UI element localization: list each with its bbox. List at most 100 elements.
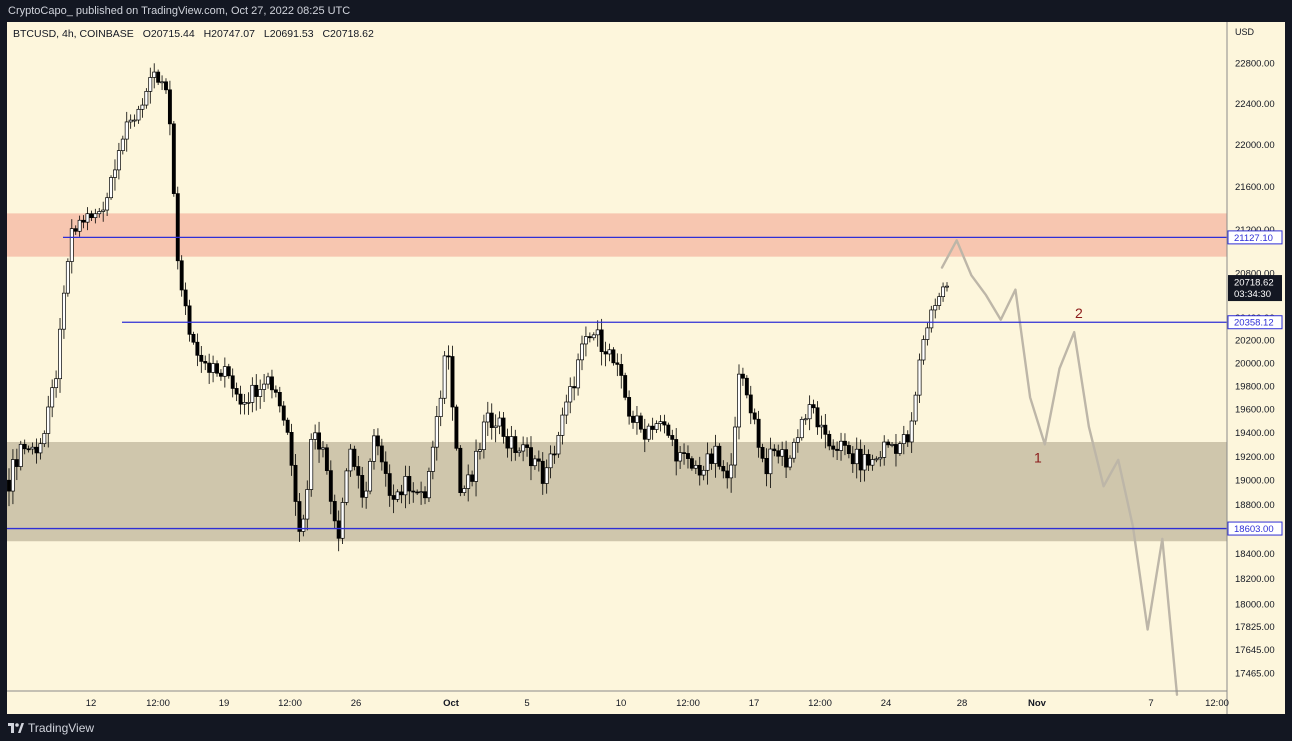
candle-body	[882, 441, 887, 458]
candle-body	[870, 459, 875, 466]
candle-body	[835, 448, 840, 451]
candle-body	[658, 421, 663, 424]
candle-body	[289, 432, 294, 466]
candle-body	[890, 444, 895, 446]
candle-body	[897, 443, 902, 454]
candle-body	[780, 449, 785, 457]
x-tick-label: 12:00	[278, 698, 302, 709]
candle-body	[415, 491, 420, 494]
candle-body	[748, 394, 753, 414]
support-zone	[7, 442, 1227, 542]
candle-body	[387, 473, 392, 496]
candle-body	[372, 435, 376, 462]
candle-body	[348, 448, 353, 472]
y-tick-label: 20000.00	[1235, 358, 1275, 369]
candle-body	[77, 219, 82, 232]
candle-body	[941, 286, 946, 297]
candle-body	[156, 71, 161, 83]
candle-body	[454, 406, 459, 449]
candle-body	[552, 453, 557, 456]
y-tick-label: 19600.00	[1235, 405, 1275, 416]
y-tick-label: 21600.00	[1235, 182, 1275, 193]
x-tick-label: 28	[957, 698, 968, 709]
candle-body	[568, 386, 573, 403]
candle-body	[364, 490, 369, 498]
candle-body	[262, 383, 267, 390]
candle-body	[536, 458, 541, 462]
candle-body	[725, 470, 730, 479]
x-tick-label: 12:00	[1205, 698, 1229, 709]
candle-body	[61, 292, 66, 330]
candle-body	[14, 459, 19, 467]
candle-body	[258, 389, 263, 397]
candle-body	[642, 428, 647, 440]
candle-body	[862, 454, 867, 471]
candle-body	[784, 449, 789, 468]
candle-body	[395, 491, 400, 500]
candle-body	[97, 211, 102, 215]
candle-body	[709, 453, 714, 464]
chart-area[interactable]: 12USD22800.0022400.0022000.0021600.00212…	[7, 22, 1285, 714]
candle-body	[505, 436, 510, 449]
candle-body	[450, 356, 455, 408]
candle-body	[164, 81, 168, 91]
candle-body	[352, 448, 357, 467]
current-price-badge	[1228, 275, 1282, 302]
candle-body	[426, 471, 431, 499]
candle-body	[705, 453, 710, 471]
tradingview-brand[interactable]: TradingView	[8, 721, 94, 735]
candle-body	[831, 445, 836, 450]
candle-body	[654, 423, 659, 430]
candle-body	[38, 443, 43, 454]
y-tick-label: 22400.00	[1235, 99, 1275, 110]
candle-body	[937, 296, 942, 306]
candle-body	[886, 441, 891, 446]
candle-body	[799, 419, 804, 439]
candle-body	[116, 150, 121, 171]
x-tick-label: Oct	[443, 698, 460, 709]
candle-body	[285, 419, 290, 433]
candle-body	[54, 378, 59, 389]
candle-body	[670, 435, 675, 440]
y-tick-label: 19400.00	[1235, 428, 1275, 439]
candle-body	[737, 373, 741, 428]
candle-body	[423, 491, 427, 499]
candle-body	[128, 119, 133, 123]
candle-body	[791, 441, 796, 459]
level-badge	[1227, 230, 1283, 245]
candle-body	[493, 425, 498, 428]
level-badge	[1227, 315, 1283, 330]
level-badge-label: 21127.10	[1234, 233, 1273, 244]
candle-body	[175, 193, 180, 262]
candle-body	[321, 447, 325, 450]
price-chart[interactable]: 12USD22800.0022400.0022000.0021600.00212…	[7, 22, 1285, 714]
y-tick-label: 17645.00	[1235, 645, 1275, 656]
candle-body	[317, 432, 322, 450]
candle-body	[356, 466, 361, 476]
candle-body	[124, 121, 129, 140]
candle-body	[113, 169, 117, 178]
candle-body	[171, 123, 176, 194]
candle-body	[913, 394, 918, 422]
candle-body	[136, 108, 141, 121]
y-tick-label: 18400.00	[1235, 549, 1275, 560]
candle-body	[682, 452, 686, 454]
candle-body	[615, 362, 620, 365]
candle-body	[603, 351, 608, 355]
candle-body	[485, 412, 490, 423]
tradingview-logo-icon	[8, 722, 24, 733]
candle-body	[277, 392, 282, 407]
candle-body	[470, 474, 475, 482]
candle-body	[270, 376, 274, 391]
candle-body	[619, 364, 624, 376]
candle-body	[697, 464, 702, 476]
candle-body	[756, 418, 761, 448]
projection-path	[940, 239, 1179, 696]
candle-body	[132, 119, 137, 122]
candle-body	[199, 354, 204, 362]
candle-body	[901, 434, 906, 444]
y-tick-label: 19800.00	[1235, 381, 1275, 392]
candle-body	[144, 91, 149, 106]
candle-body	[22, 443, 27, 450]
candle-body	[678, 452, 683, 462]
